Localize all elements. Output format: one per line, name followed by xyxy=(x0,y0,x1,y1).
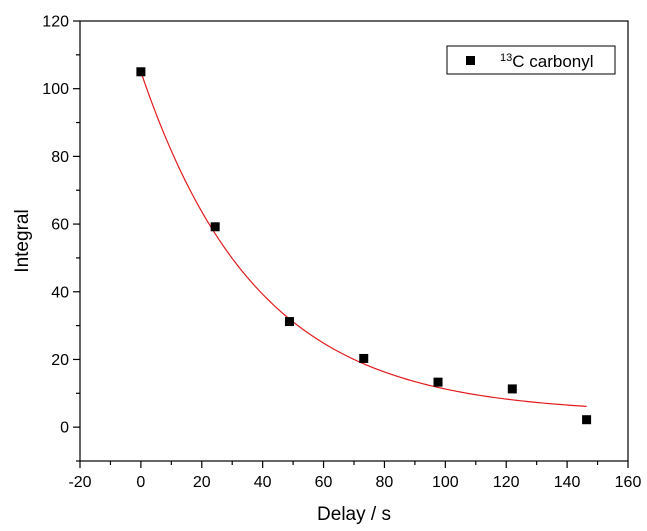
data-point xyxy=(433,377,443,387)
legend: 13C carbonyl xyxy=(446,45,616,75)
x-tick-label: 0 xyxy=(136,474,145,491)
y-tick-label: 20 xyxy=(51,352,69,369)
x-tick-label: 80 xyxy=(376,474,394,491)
x-axis: -20 0 20 40 60 80 100 120 140 160 xyxy=(68,461,641,491)
data-point xyxy=(136,67,146,77)
y-axis-title: Integral xyxy=(12,209,33,272)
plot-frame xyxy=(79,20,629,462)
y-tick-label: 80 xyxy=(51,149,69,166)
legend-label-prefix: C xyxy=(512,52,529,71)
x-tick-label: 40 xyxy=(254,474,272,491)
y-tick-label: 40 xyxy=(51,284,69,301)
legend-marker xyxy=(466,56,475,65)
x-tick-label: 120 xyxy=(493,474,520,491)
data-points xyxy=(136,67,592,425)
x-tick-label: -20 xyxy=(68,474,91,491)
x-tick-label: 20 xyxy=(193,474,211,491)
fit-curve xyxy=(140,71,587,407)
y-tick-label: 60 xyxy=(51,217,69,234)
y-tick-label: 120 xyxy=(42,14,69,31)
legend-label-name: carbonyl xyxy=(529,52,593,71)
data-point xyxy=(284,317,294,327)
y-tick-label: 100 xyxy=(42,81,69,98)
y-tick-label: 0 xyxy=(60,420,69,437)
x-tick-label: 100 xyxy=(432,474,459,491)
x-tick-label: 160 xyxy=(615,474,642,491)
legend-label-superscript: 13 xyxy=(500,52,512,64)
data-point xyxy=(582,415,592,425)
x-axis-title: Delay / s xyxy=(317,504,391,525)
y-axis: 0 20 40 60 80 100 120 xyxy=(42,14,80,462)
legend-label: 13C carbonyl xyxy=(500,52,594,71)
data-point xyxy=(210,222,220,232)
x-tick-label: 140 xyxy=(554,474,581,491)
data-point xyxy=(359,353,369,363)
data-point xyxy=(507,384,517,394)
x-tick-label: 60 xyxy=(315,474,333,491)
